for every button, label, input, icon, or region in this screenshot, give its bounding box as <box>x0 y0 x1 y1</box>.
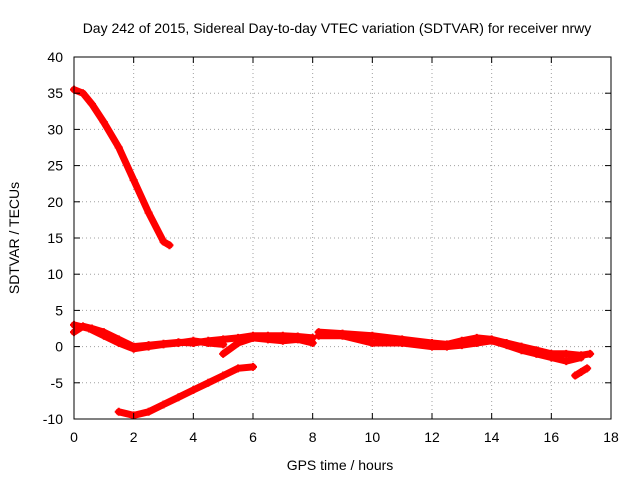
data-point <box>571 371 580 380</box>
data-point <box>583 364 592 373</box>
data-point <box>219 371 228 380</box>
x-axis-title: GPS time / hours <box>287 457 394 473</box>
data-point <box>234 364 243 373</box>
y-tick-label: 15 <box>47 230 63 246</box>
data-series <box>70 85 595 420</box>
data-point <box>189 386 198 395</box>
x-tick-label: 14 <box>484 429 500 445</box>
data-point <box>84 324 93 333</box>
data-point <box>562 357 571 366</box>
data-point <box>87 100 96 109</box>
data-point <box>472 338 481 347</box>
x-tick-label: 2 <box>130 429 138 445</box>
data-point <box>249 362 257 371</box>
data-point <box>114 143 123 152</box>
data-point <box>129 344 138 353</box>
data-point <box>502 341 511 350</box>
data-point <box>586 349 595 358</box>
x-tick-label: 12 <box>424 429 440 445</box>
data-point <box>249 333 257 342</box>
data-point <box>144 407 153 416</box>
data-point <box>263 335 272 344</box>
data-point <box>159 400 168 409</box>
data-point <box>129 176 138 185</box>
x-tick-label: 10 <box>365 429 381 445</box>
y-tick-label: 20 <box>47 194 63 210</box>
data-point <box>562 349 571 358</box>
x-tick-labels: 0 2 4 6 8 10 12 14 16 18 <box>70 429 619 445</box>
data-point <box>159 340 168 349</box>
y-tick-label: -5 <box>51 375 64 391</box>
grid-lines <box>74 57 611 419</box>
data-point <box>308 338 317 347</box>
data-point <box>174 338 183 347</box>
series-rising-arc <box>115 363 257 419</box>
data-point <box>457 341 466 350</box>
x-tick-label: 16 <box>544 429 560 445</box>
data-point <box>174 393 183 402</box>
data-point <box>338 331 347 340</box>
data-point <box>532 349 541 358</box>
y-tick-label: -10 <box>43 411 63 427</box>
data-point <box>114 338 123 347</box>
data-point <box>442 342 451 351</box>
x-tick-label: 4 <box>189 429 197 445</box>
y-axis-title: SDTVAR / TECUs <box>6 182 22 294</box>
data-point <box>577 353 586 362</box>
data-point <box>144 208 153 217</box>
data-point <box>368 338 377 347</box>
data-point <box>114 407 123 416</box>
data-point <box>487 336 496 345</box>
data-point <box>219 340 228 349</box>
data-point <box>165 241 174 250</box>
y-tick-label: 10 <box>47 266 63 282</box>
data-point <box>204 378 213 387</box>
y-tick-label: 40 <box>47 49 63 65</box>
data-point <box>78 89 87 98</box>
data-point <box>99 331 108 340</box>
data-point <box>219 349 228 358</box>
y-tick-label: 0 <box>55 339 63 355</box>
data-point <box>398 338 407 347</box>
y-tick-label: 25 <box>47 158 63 174</box>
chart-title: Day 242 of 2015, Sidereal Day-to-day VTE… <box>83 20 592 36</box>
y-tick-label: 30 <box>47 121 63 137</box>
data-point <box>234 338 243 347</box>
data-point <box>577 367 586 376</box>
data-point <box>159 237 168 246</box>
x-tick-label: 18 <box>603 429 619 445</box>
data-point <box>314 331 323 340</box>
data-point <box>293 335 302 344</box>
data-point <box>99 118 108 127</box>
data-point <box>368 331 377 340</box>
x-tick-label: 6 <box>249 429 257 445</box>
axis-ticks <box>73 56 612 420</box>
data-point <box>547 353 556 362</box>
y-tick-label: 35 <box>47 85 63 101</box>
data-point <box>428 342 436 351</box>
data-point <box>144 342 153 351</box>
data-point <box>517 346 526 355</box>
x-tick-label: 8 <box>309 429 317 445</box>
x-tick-label: 0 <box>70 429 78 445</box>
data-point <box>278 336 287 345</box>
data-point <box>189 336 198 345</box>
y-tick-label: 5 <box>55 302 63 318</box>
data-point <box>204 338 213 347</box>
y-tick-labels: -10 -5 0 5 10 15 20 25 30 35 40 <box>43 49 63 427</box>
